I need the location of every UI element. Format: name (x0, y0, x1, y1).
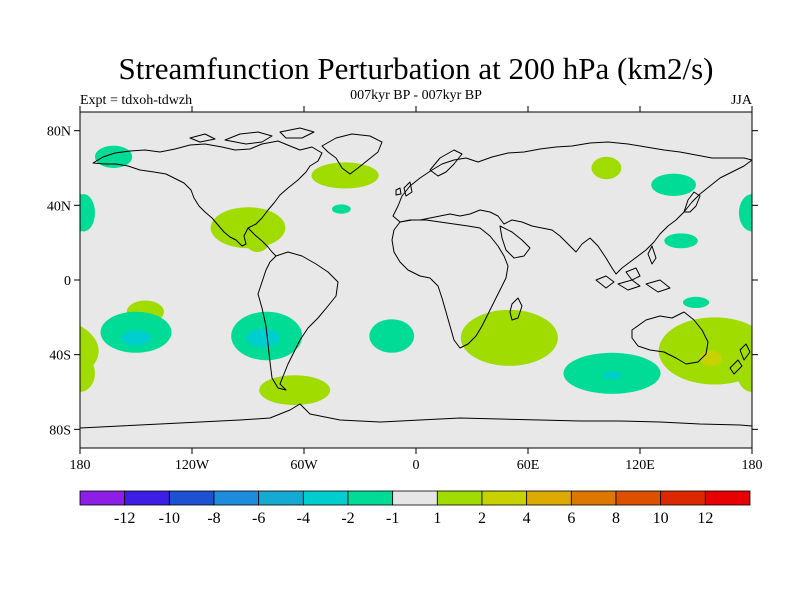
coast-south-america (257, 251, 339, 391)
anomaly-layer (80, 145, 752, 406)
anomaly-region (591, 156, 622, 180)
anomaly-region (80, 194, 94, 232)
colorbar-label: -12 (114, 510, 135, 527)
coast-central-america (247, 227, 277, 257)
anomaly-region (658, 317, 752, 385)
coast-arabia (499, 225, 531, 259)
colorbar-box (392, 490, 438, 506)
colorbar-label: 6 (567, 510, 575, 527)
colorbar-label: 10 (653, 510, 669, 527)
x-tick-label: 120E (625, 458, 655, 473)
x-tick-label: 0 (413, 458, 420, 473)
anomaly-region (80, 325, 99, 376)
colorbar-label: 4 (523, 510, 531, 527)
page-title: Streamfunction Perturbation at 200 hPa (… (118, 51, 714, 86)
coastlines (80, 127, 752, 429)
colorbar-box (526, 490, 572, 506)
colorbar-label: 12 (697, 510, 713, 527)
coast-indonesia (595, 245, 671, 293)
coast-australia (631, 311, 709, 365)
x-tick-label: 60E (517, 458, 540, 473)
coast-madagascar (509, 297, 523, 321)
colorbar-box (168, 490, 215, 506)
anomaly-region (699, 350, 723, 366)
colorbar-box (79, 490, 126, 506)
colorbar-box (704, 490, 751, 506)
anomaly-region (651, 173, 696, 196)
anomaly-region (738, 194, 752, 232)
coast-greenland (321, 133, 383, 175)
y-tick-label: 40N (47, 199, 71, 214)
x-tick-label: 120W (175, 458, 210, 473)
colorbar-box (615, 490, 662, 506)
coast-new-zealand (729, 343, 751, 375)
colorbar-label: -1 (386, 510, 399, 527)
anomaly-region (246, 233, 269, 253)
season-label: JJA (730, 93, 752, 108)
colorbar-box (436, 490, 483, 506)
colorbar-label: -10 (159, 510, 180, 527)
colorbar-label: 1 (433, 510, 441, 527)
colorbar: -12 -10 -8 -6 -4 -2 -1 1 2 4 6 8 10 12 (79, 490, 751, 527)
colorbar-label: 8 (612, 510, 620, 527)
y-tick-label: 80S (49, 423, 71, 438)
y-tick-label: 80N (47, 125, 71, 140)
colorbar-label: -6 (252, 510, 265, 527)
anomaly-region (311, 162, 379, 189)
map-background (80, 112, 752, 448)
x-tick-label: 180 (70, 458, 91, 473)
coast-british-isles (395, 181, 413, 197)
axis-ticks: 180 120W 60W 0 60E 120E 180 80N 40N 0 40S 80S (47, 106, 763, 473)
experiment-label: Expt = tdxoh-tdwzh (80, 93, 193, 108)
y-tick-label: 0 (64, 274, 71, 289)
anomaly-region (602, 371, 622, 379)
anomaly-region (246, 328, 280, 348)
period-label: 007kyr BP - 007kyr BP (350, 88, 482, 103)
y-tick-label: 40S (49, 349, 71, 364)
anomaly-region (332, 204, 351, 214)
colorbar-box (660, 490, 706, 506)
coast-eurasia (392, 141, 752, 275)
coast-arctic-islands (189, 127, 315, 145)
anomaly-region (682, 296, 710, 308)
coast-japan (683, 191, 701, 213)
anomaly-region (259, 375, 331, 406)
colorbar-label: 2 (478, 510, 486, 527)
anomaly-region (460, 309, 558, 366)
colorbar-box (258, 490, 304, 506)
coast-africa (391, 219, 509, 349)
anomaly-region (94, 145, 133, 168)
colorbar-label: -4 (297, 510, 310, 527)
colorbar-label: -2 (341, 510, 354, 527)
colorbar-box (124, 490, 170, 506)
anomaly-region (664, 233, 698, 249)
anomaly-region (121, 330, 151, 346)
colorbar-box (213, 490, 260, 506)
x-tick-label: 180 (742, 458, 763, 473)
coast-north-america (92, 140, 323, 247)
colorbar-box (302, 490, 349, 506)
colorbar-box (481, 490, 528, 506)
colorbar-label: -8 (207, 510, 220, 527)
colorbar-box (347, 490, 394, 506)
coast-scandinavia (429, 149, 463, 177)
colorbar-box (570, 490, 617, 506)
x-tick-label: 60W (290, 458, 318, 473)
anomaly-region (369, 319, 415, 353)
coast-antarctica (80, 403, 752, 429)
